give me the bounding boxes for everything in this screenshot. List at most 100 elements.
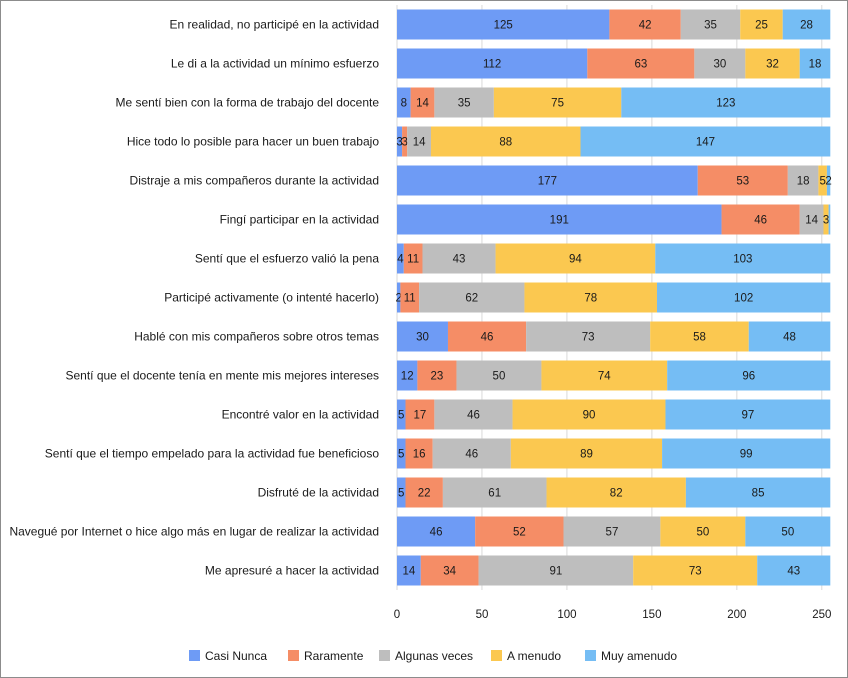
data-label: 5 bbox=[398, 410, 404, 422]
data-label: 50 bbox=[493, 371, 506, 383]
data-label: 46 bbox=[467, 410, 480, 422]
data-label: 53 bbox=[736, 176, 749, 188]
bar-row: 112 63 30 32 18 bbox=[397, 48, 831, 79]
data-label: 96 bbox=[742, 371, 755, 383]
category-label: Sentí que el tiempo empelado para la act… bbox=[45, 447, 380, 461]
data-label: 35 bbox=[704, 20, 717, 32]
data-label: 48 bbox=[783, 332, 796, 344]
data-label: 62 bbox=[465, 293, 478, 305]
category-label: Disfruté de la actividad bbox=[258, 486, 379, 500]
category-label: En realidad, no participé en la activida… bbox=[170, 18, 379, 32]
bar-segment-a-menudo bbox=[650, 321, 749, 352]
bar-segment-casi-nunca bbox=[397, 516, 476, 547]
bar-segment-muy-amenudo bbox=[685, 477, 831, 508]
bar-segment-a-menudo bbox=[524, 282, 657, 313]
data-label: 43 bbox=[787, 566, 800, 578]
bar-segment-algunas-veces bbox=[442, 477, 547, 508]
bar-segment-muy-amenudo bbox=[665, 399, 831, 430]
category-label: Encontré valor en la actividad bbox=[222, 408, 379, 422]
bar-segment-a-menudo bbox=[633, 555, 758, 586]
legend-label: A menudo bbox=[507, 649, 561, 663]
bar-segment-muy-amenudo bbox=[828, 204, 831, 235]
bar-segment-a-menudo bbox=[512, 399, 666, 430]
data-label: 28 bbox=[800, 20, 813, 32]
bar-segment-a-menudo bbox=[541, 360, 668, 391]
legend-item: Algunas veces bbox=[379, 649, 473, 663]
data-label: 32 bbox=[766, 59, 779, 71]
bar-segment-casi-nunca bbox=[397, 243, 404, 274]
data-label: 2 bbox=[825, 176, 831, 188]
legend: Casi Nunca Raramente Algunas veces A menudo… bbox=[189, 649, 677, 663]
bar-segment-raramente bbox=[405, 438, 433, 469]
bar-row: 2 11 62 78 102 bbox=[395, 282, 831, 313]
bar-segment-raramente bbox=[400, 282, 420, 313]
data-label: 177 bbox=[538, 176, 557, 188]
bar-segment-muy-amenudo bbox=[799, 48, 831, 79]
bar-segment-raramente bbox=[447, 321, 527, 352]
bar-segment-muy-amenudo bbox=[745, 516, 831, 547]
bar-segment-casi-nunca bbox=[397, 9, 610, 40]
tick-label: 150 bbox=[642, 609, 661, 621]
data-label: 50 bbox=[781, 527, 794, 539]
bar-segment-casi-nunca bbox=[397, 48, 588, 79]
bar-segment-a-menudo bbox=[495, 243, 656, 274]
data-label: 97 bbox=[741, 410, 754, 422]
data-label: 99 bbox=[740, 449, 753, 461]
data-label: 102 bbox=[734, 293, 753, 305]
bar-segment-algunas-veces bbox=[563, 516, 661, 547]
bar-segment-algunas-veces bbox=[680, 9, 741, 40]
data-label: 123 bbox=[716, 98, 735, 110]
bar-segment-a-menudo bbox=[818, 165, 827, 196]
bar-segment-raramente bbox=[403, 243, 423, 274]
legend-label: Muy amenudo bbox=[601, 649, 677, 663]
category-label: Sentí que el esfuerzo valió la pena bbox=[195, 252, 379, 266]
data-label: 46 bbox=[481, 332, 494, 344]
data-label: 74 bbox=[598, 371, 611, 383]
data-label: 73 bbox=[582, 332, 595, 344]
bar-segment-casi-nunca bbox=[397, 87, 411, 118]
bar-segment-algunas-veces bbox=[432, 438, 511, 469]
data-label: 3 bbox=[401, 137, 407, 149]
bar-segment-raramente bbox=[410, 87, 435, 118]
bar-segment-a-menudo bbox=[430, 126, 581, 157]
legend-label: Casi Nunca bbox=[205, 649, 267, 663]
legend-swatch bbox=[491, 650, 502, 661]
data-label: 14 bbox=[805, 215, 818, 227]
data-label: 4 bbox=[397, 254, 404, 266]
data-label: 46 bbox=[465, 449, 478, 461]
data-label: 2 bbox=[395, 293, 401, 305]
bar-segment-muy-amenudo bbox=[748, 321, 831, 352]
bar-segment-raramente bbox=[420, 555, 479, 586]
bar-segment-algunas-veces bbox=[434, 87, 494, 118]
bar-segment-a-menudo bbox=[740, 9, 783, 40]
legend-swatch bbox=[379, 650, 390, 661]
data-label: 3 bbox=[823, 215, 829, 227]
bar-segment-muy-amenudo bbox=[667, 360, 831, 391]
data-label: 14 bbox=[416, 98, 429, 110]
data-label: 50 bbox=[696, 527, 709, 539]
bar-row: 30 46 73 58 48 bbox=[397, 321, 831, 352]
data-label: 18 bbox=[809, 59, 822, 71]
data-label: 34 bbox=[443, 566, 456, 578]
data-label: 12 bbox=[401, 371, 414, 383]
bar-segment-raramente bbox=[475, 516, 564, 547]
category-label: Hice todo lo posible para hacer un buen … bbox=[127, 135, 379, 149]
x-axis-ticks: 0 50 100 150 200 250 bbox=[394, 609, 832, 621]
data-label: 25 bbox=[755, 20, 768, 32]
data-label: 103 bbox=[733, 254, 752, 266]
bar-row: 5 22 61 82 85 bbox=[397, 477, 831, 508]
bar-segment-casi-nunca bbox=[397, 438, 406, 469]
bar-segment-casi-nunca bbox=[397, 321, 448, 352]
data-label: 46 bbox=[430, 527, 443, 539]
data-label: 42 bbox=[639, 20, 652, 32]
legend-item: A menudo bbox=[491, 649, 561, 663]
data-label: 35 bbox=[458, 98, 471, 110]
bar-segment-algunas-veces bbox=[478, 555, 634, 586]
bar-segment-a-menudo bbox=[823, 204, 829, 235]
data-label: 30 bbox=[416, 332, 429, 344]
bar-row: 33 14 88 147 bbox=[396, 126, 831, 157]
bar-segment-casi-nunca bbox=[397, 126, 403, 157]
legend-swatch bbox=[288, 650, 299, 661]
